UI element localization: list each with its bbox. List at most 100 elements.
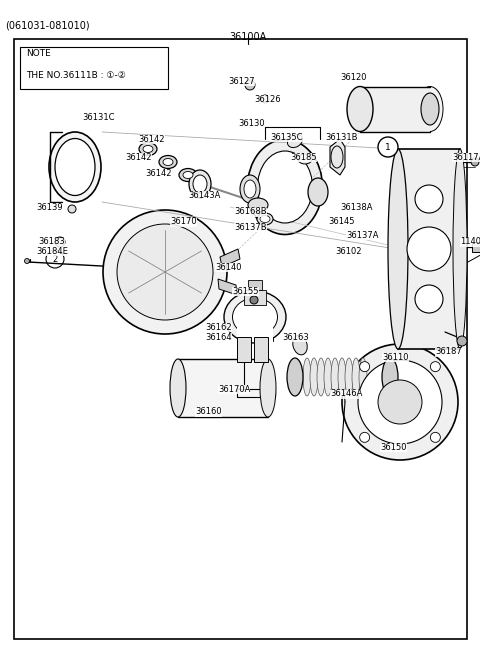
Text: 36185: 36185	[290, 152, 317, 162]
Ellipse shape	[260, 359, 276, 417]
Ellipse shape	[159, 156, 177, 168]
Ellipse shape	[257, 151, 312, 223]
Text: 36142: 36142	[125, 152, 152, 162]
Ellipse shape	[248, 198, 268, 212]
Bar	[237, 313, 273, 341]
Bar	[178, 359, 268, 417]
Ellipse shape	[298, 154, 312, 164]
Text: 1: 1	[385, 143, 391, 152]
Text: 36170: 36170	[170, 217, 197, 227]
Text: 36145: 36145	[328, 217, 355, 225]
Circle shape	[342, 344, 458, 460]
Text: 36135C: 36135C	[270, 133, 302, 141]
Ellipse shape	[189, 170, 211, 198]
Circle shape	[415, 285, 443, 313]
Text: 36117A: 36117A	[452, 152, 480, 162]
Polygon shape	[330, 139, 345, 175]
Text: (061031-081010): (061031-081010)	[5, 21, 90, 31]
Circle shape	[378, 380, 422, 424]
Circle shape	[457, 336, 467, 346]
Ellipse shape	[139, 143, 157, 156]
Ellipse shape	[345, 358, 353, 396]
Circle shape	[245, 80, 255, 90]
Ellipse shape	[170, 359, 186, 417]
Ellipse shape	[347, 87, 373, 131]
Circle shape	[358, 360, 442, 444]
Ellipse shape	[331, 358, 339, 396]
Circle shape	[407, 227, 451, 271]
Ellipse shape	[287, 358, 303, 396]
Ellipse shape	[183, 171, 193, 179]
Circle shape	[261, 95, 269, 103]
Ellipse shape	[310, 358, 318, 396]
Ellipse shape	[193, 175, 207, 193]
Ellipse shape	[143, 145, 153, 152]
Circle shape	[117, 224, 213, 320]
Ellipse shape	[453, 149, 467, 349]
Polygon shape	[220, 249, 240, 267]
Text: 36150: 36150	[380, 443, 407, 451]
Text: 2: 2	[52, 254, 58, 263]
Ellipse shape	[248, 139, 323, 235]
Ellipse shape	[303, 358, 311, 396]
Ellipse shape	[260, 215, 270, 223]
Text: 36187: 36187	[435, 348, 462, 357]
Text: 36120: 36120	[340, 72, 367, 81]
Text: 36142: 36142	[138, 135, 165, 143]
Bar	[254, 337, 268, 362]
Text: 36184E: 36184E	[36, 246, 68, 256]
Text: 36126: 36126	[254, 95, 281, 104]
Text: 36100A: 36100A	[229, 32, 266, 42]
Text: 36131B: 36131B	[325, 133, 358, 141]
Text: 36183: 36183	[38, 237, 65, 246]
Circle shape	[471, 158, 479, 166]
Ellipse shape	[382, 358, 398, 396]
Text: 36137B: 36137B	[234, 223, 266, 231]
Ellipse shape	[421, 93, 439, 125]
Ellipse shape	[224, 291, 286, 343]
Text: 36163: 36163	[282, 332, 309, 342]
Ellipse shape	[338, 358, 346, 396]
Circle shape	[360, 361, 370, 372]
Ellipse shape	[288, 135, 302, 148]
Circle shape	[250, 296, 258, 304]
Text: NOTE: NOTE	[26, 49, 51, 58]
Text: 36138A: 36138A	[340, 202, 372, 212]
Bar	[472, 242, 480, 252]
Circle shape	[378, 137, 398, 157]
Bar	[20, 47, 168, 89]
Text: 36160: 36160	[195, 407, 222, 417]
Ellipse shape	[293, 335, 307, 355]
Circle shape	[103, 210, 227, 334]
Circle shape	[68, 205, 76, 213]
Ellipse shape	[417, 87, 443, 131]
Text: 36140: 36140	[215, 263, 241, 271]
Text: 36143A: 36143A	[188, 191, 220, 200]
Ellipse shape	[244, 180, 256, 198]
Ellipse shape	[317, 358, 325, 396]
Circle shape	[55, 237, 65, 247]
Text: 36127: 36127	[228, 76, 254, 85]
Text: 36131C: 36131C	[82, 112, 115, 122]
Text: 36130: 36130	[238, 118, 264, 127]
Ellipse shape	[324, 358, 332, 396]
Ellipse shape	[163, 158, 173, 166]
Polygon shape	[396, 149, 462, 349]
Text: 36164: 36164	[205, 332, 232, 342]
Text: 36139: 36139	[36, 202, 62, 212]
Text: THE NO.36111B : ①-②: THE NO.36111B : ①-②	[26, 70, 126, 79]
Ellipse shape	[257, 213, 273, 225]
Circle shape	[431, 361, 440, 372]
Circle shape	[24, 258, 29, 263]
Ellipse shape	[359, 358, 367, 396]
Ellipse shape	[179, 168, 197, 181]
Text: 36155: 36155	[232, 286, 259, 296]
Ellipse shape	[240, 175, 260, 203]
Ellipse shape	[49, 132, 101, 202]
Bar	[244, 290, 266, 305]
Text: 36162: 36162	[205, 323, 232, 332]
Text: 36110: 36110	[382, 353, 408, 361]
Ellipse shape	[388, 149, 408, 349]
Polygon shape	[218, 279, 237, 295]
Circle shape	[360, 432, 370, 442]
